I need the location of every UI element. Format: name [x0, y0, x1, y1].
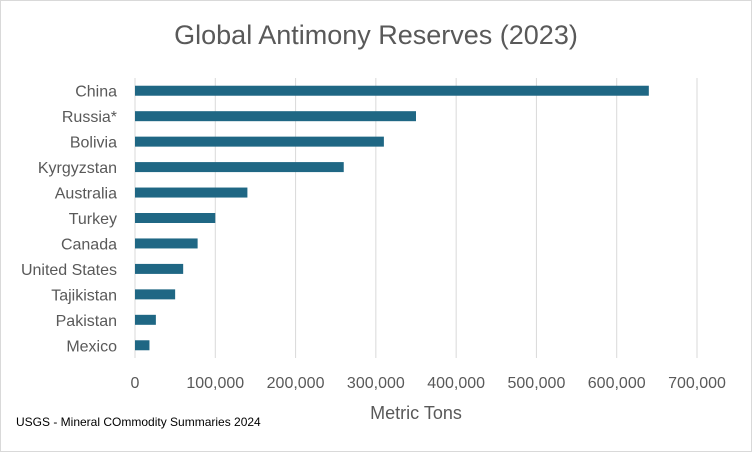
gridlines	[134, 78, 698, 358]
x-tick-label: 600,000	[588, 375, 646, 392]
bar	[135, 187, 248, 198]
x-axis-title: Metric Tons	[370, 403, 462, 423]
x-tick-label: 400,000	[427, 375, 485, 392]
category-label: Russia*	[62, 109, 117, 126]
bar	[135, 162, 344, 173]
bar	[135, 111, 416, 122]
category-label: Canada	[61, 236, 117, 253]
x-tick-labels: 0 100,000 200,000 300,000 400,000 500,000 600,…	[131, 375, 726, 392]
bar	[135, 85, 649, 96]
bar	[135, 289, 176, 300]
bar	[135, 213, 216, 223]
bar	[135, 314, 156, 325]
category-label: Pakistan	[56, 313, 117, 330]
x-tick-label: 0	[131, 375, 140, 392]
bars	[135, 85, 649, 351]
bar	[135, 238, 198, 249]
category-label: United States	[21, 262, 117, 279]
category-label: Kyrgyzstan	[38, 160, 117, 177]
x-tick-label: 200,000	[267, 375, 325, 392]
x-tick-label: 700,000	[668, 375, 726, 392]
category-label: Australia	[55, 186, 117, 203]
source-note: USGS - Mineral COmmodity Summaries 2024	[16, 415, 261, 429]
bar	[135, 136, 384, 147]
category-labels: China Russia* Bolivia Kyrgyzstan Australia Tu…	[21, 84, 117, 356]
x-tick-label: 500,000	[508, 375, 566, 392]
x-tick-label: 100,000	[186, 375, 244, 392]
category-label: Turkey	[69, 211, 117, 228]
category-label: Mexico	[66, 338, 117, 355]
bar	[135, 263, 184, 274]
category-label: China	[75, 84, 117, 101]
category-label: Tajikistan	[51, 287, 117, 304]
chart-title: Global Antimony Reserves (2023)	[174, 20, 578, 50]
x-tick-label: 300,000	[347, 375, 405, 392]
category-label: Bolivia	[70, 135, 117, 152]
bar	[135, 340, 150, 351]
